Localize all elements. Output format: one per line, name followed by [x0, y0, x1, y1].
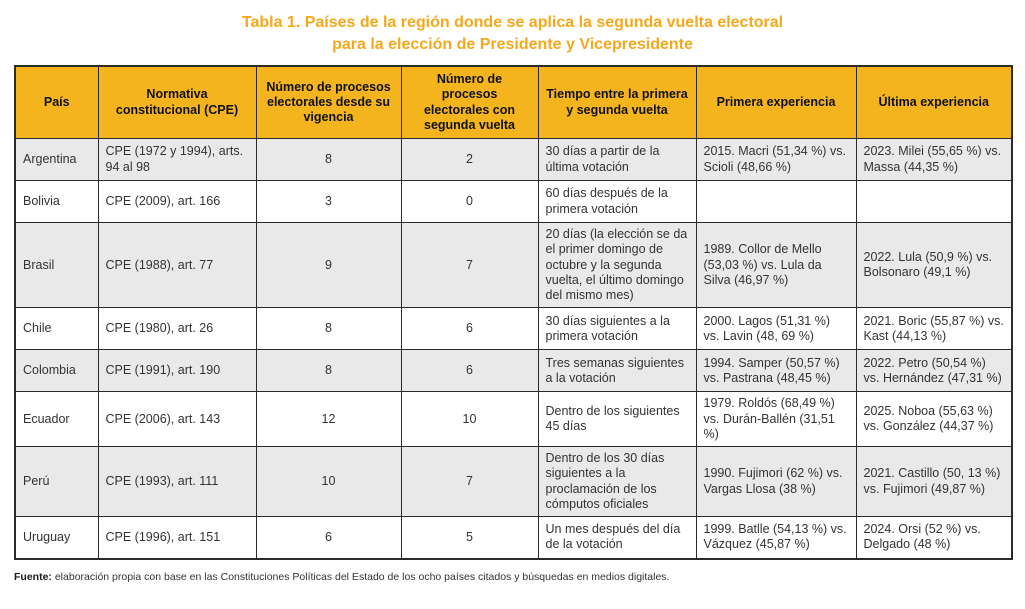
table-cell: CPE (1993), art. 111	[97, 446, 257, 518]
table-cell: CPE (1996), art. 151	[97, 516, 257, 560]
table-cell: 2023. Milei (55,65 %) vs. Massa (44,35 %…	[855, 138, 1013, 182]
header-ultima-experiencia: Última experiencia	[855, 65, 1013, 140]
table-cell	[855, 180, 1013, 224]
table-cell: 30 días a partir de la última votación	[537, 138, 697, 182]
header-procesos-segunda-vuelta: Número de procesos electorales con segun…	[400, 65, 539, 140]
table-cell: 2024. Orsi (52 %) vs. Delgado (48 %)	[855, 516, 1013, 560]
source-label: Fuente:	[14, 570, 52, 583]
table-cell: 1989. Collor de Mello (53,03 %) vs. Lula…	[695, 222, 857, 309]
table-cell: CPE (2006), art. 143	[97, 391, 257, 448]
table-cell: 10	[255, 446, 402, 518]
table-cell: 1999. Batlle (54,13 %) vs. Vázquez (45,8…	[695, 516, 857, 560]
table-cell: 2000. Lagos (51,31 %) vs. Lavin (48, 69 …	[695, 307, 857, 351]
table-row: Ecuador CPE (2006), art. 143 12 10 Dentro de…	[14, 391, 1013, 448]
table-cell: 30 días siguientes a la primera votación	[537, 307, 697, 351]
table-row: Brasil CPE (1988), art. 77 9 7 20 días (la e…	[14, 222, 1013, 309]
table-cell: 2021. Boric (55,87 %) vs. Kast (44,13 %)	[855, 307, 1013, 351]
header-row: País Normativa constitucional (CPE) Núme…	[14, 65, 1013, 140]
header-procesos-vigencia: Número de procesos electorales desde su …	[255, 65, 402, 140]
table-cell: CPE (1991), art. 190	[97, 349, 257, 393]
table-cell: 5	[400, 516, 539, 560]
table-title-line2: para la elección de Presidente y Vicepre…	[332, 35, 693, 53]
table-cell: Brasil	[14, 222, 99, 309]
table-cell: 3	[255, 180, 402, 224]
table-cell: CPE (1972 y 1994), arts. 94 al 98	[97, 138, 257, 182]
table-body: Argentina CPE (1972 y 1994), arts. 94 al …	[14, 138, 1013, 560]
table-title: Tabla 1. Países de la región donde se ap…	[14, 12, 1011, 55]
table-cell: Chile	[14, 307, 99, 351]
table-row: Perú CPE (1993), art. 111 10 7 Dentro de los…	[14, 446, 1013, 518]
table-cell: 8	[255, 349, 402, 393]
table-cell: 8	[255, 138, 402, 182]
header-normativa: Normativa constitucional (CPE)	[97, 65, 257, 140]
table-row: Argentina CPE (1972 y 1994), arts. 94 al …	[14, 138, 1013, 182]
table-cell: 9	[255, 222, 402, 309]
table-cell: 1990. Fujimori (62 %) vs. Vargas Llosa (…	[695, 446, 857, 518]
table-cell: Ecuador	[14, 391, 99, 448]
table-row: Bolivia CPE (2009), art. 166 3 0 60 días des…	[14, 180, 1013, 224]
table-cell: 6	[400, 307, 539, 351]
table-cell: 10	[400, 391, 539, 448]
table-cell: 6	[255, 516, 402, 560]
table-row: Chile CPE (1980), art. 26 8 6 30 días siguie…	[14, 307, 1013, 351]
table-cell: Dentro de los siguientes 45 días	[537, 391, 697, 448]
table-row: Uruguay CPE (1996), art. 151 6 5 Un mes desp…	[14, 516, 1013, 560]
table-cell: CPE (1988), art. 77	[97, 222, 257, 309]
table-cell: 7	[400, 446, 539, 518]
table-cell: Tres semanas siguientes a la votación	[537, 349, 697, 393]
table-cell: 6	[400, 349, 539, 393]
table-cell	[695, 180, 857, 224]
table-cell: 1994. Samper (50,57 %) vs. Pastrana (48,…	[695, 349, 857, 393]
table-cell: 2015. Macri (51,34 %) vs. Scioli (48,66 …	[695, 138, 857, 182]
table-title-line1: Tabla 1. Países de la región donde se ap…	[241, 14, 784, 31]
table-cell: 2021. Castillo (50, 13 %) vs. Fujimori (…	[855, 446, 1013, 518]
table-cell: 60 días después de la primera votación	[537, 180, 697, 224]
elections-table: País Normativa constitucional (CPE) Núme…	[14, 65, 1013, 560]
table-cell: 12	[255, 391, 402, 448]
table-cell: Dentro de los 30 días siguientes a la pr…	[537, 446, 697, 518]
table-cell: CPE (2009), art. 166	[97, 180, 257, 224]
table-cell: 2022. Petro (50,54 %) vs. Hernández (47,…	[855, 349, 1013, 393]
table-cell: 2025. Noboa (55,63 %) vs. González (44,3…	[855, 391, 1013, 448]
table-cell: Colombia	[14, 349, 99, 393]
table-cell: 7	[400, 222, 539, 309]
table-cell: 1979. Roldós (68,49 %) vs. Durán-Ballén …	[695, 391, 857, 448]
table-cell: Un mes después del día de la votación	[537, 516, 697, 560]
header-pais: País	[14, 65, 99, 140]
header-primera-experiencia: Primera experiencia	[695, 65, 857, 140]
table-cell: 2022. Lula (50,9 %) vs. Bolsonaro (49,1 …	[855, 222, 1013, 309]
table-cell: Bolivia	[14, 180, 99, 224]
table-cell: 2	[400, 138, 539, 182]
table-header: País Normativa constitucional (CPE) Núme…	[14, 65, 1013, 140]
header-tiempo: Tiempo entre la primera y segunda vuelta	[537, 65, 697, 140]
table-cell: 0	[400, 180, 539, 224]
table-row: Colombia CPE (1991), art. 190 8 6 Tres seman…	[14, 349, 1013, 393]
table-cell: 20 días (la elección se da el primer dom…	[537, 222, 697, 309]
source-note: Fuente: elaboración propia con base en l…	[14, 571, 1011, 583]
table-cell: Perú	[14, 446, 99, 518]
table-cell: Argentina	[14, 138, 99, 182]
table-cell: 8	[255, 307, 402, 351]
table-cell: CPE (1980), art. 26	[97, 307, 257, 351]
source-text: elaboración propia con base en las Const…	[51, 570, 670, 583]
table-cell: Uruguay	[14, 516, 99, 560]
